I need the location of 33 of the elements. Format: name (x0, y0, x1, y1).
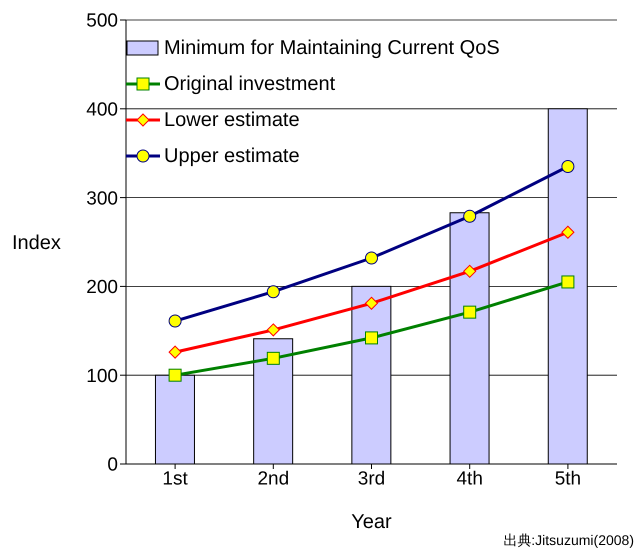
y-tick-label: 200 (86, 277, 118, 298)
x-axis-title: Year (351, 511, 392, 534)
y-tick-label: 300 (86, 188, 118, 210)
point (463, 264, 476, 278)
x-tick-label: 5th (554, 468, 582, 490)
x-tick-label: 2nd (257, 468, 290, 490)
point (168, 346, 182, 359)
y-tick-label: 400 (86, 100, 118, 121)
point (365, 331, 378, 344)
point (365, 251, 378, 264)
point (266, 285, 280, 298)
point (561, 275, 574, 288)
point (463, 306, 476, 319)
y-tick-label: 0 (107, 454, 118, 476)
point (168, 314, 182, 328)
point (463, 210, 476, 223)
point (266, 352, 280, 365)
point (168, 368, 182, 382)
x-tick-label: 3rd (358, 468, 386, 490)
legend-label: Upper estimate (164, 144, 300, 168)
x-tick-label: 1st (162, 468, 188, 490)
source-note: 出典:Jitsuzumi(2008) (503, 532, 634, 550)
point (365, 296, 378, 310)
x-tick-label: 4th (456, 468, 483, 490)
y-axis-title: Index (12, 232, 61, 254)
legend-label: Minimum for Maintaining Current QoS (164, 36, 500, 60)
point (561, 226, 574, 239)
point (561, 160, 574, 174)
point (266, 323, 280, 336)
y-tick-label: 100 (86, 366, 118, 387)
legend-label: Lower estimate (164, 108, 300, 132)
y-tick-label: 500 (86, 10, 118, 32)
legend-label: Original investment (164, 72, 336, 96)
